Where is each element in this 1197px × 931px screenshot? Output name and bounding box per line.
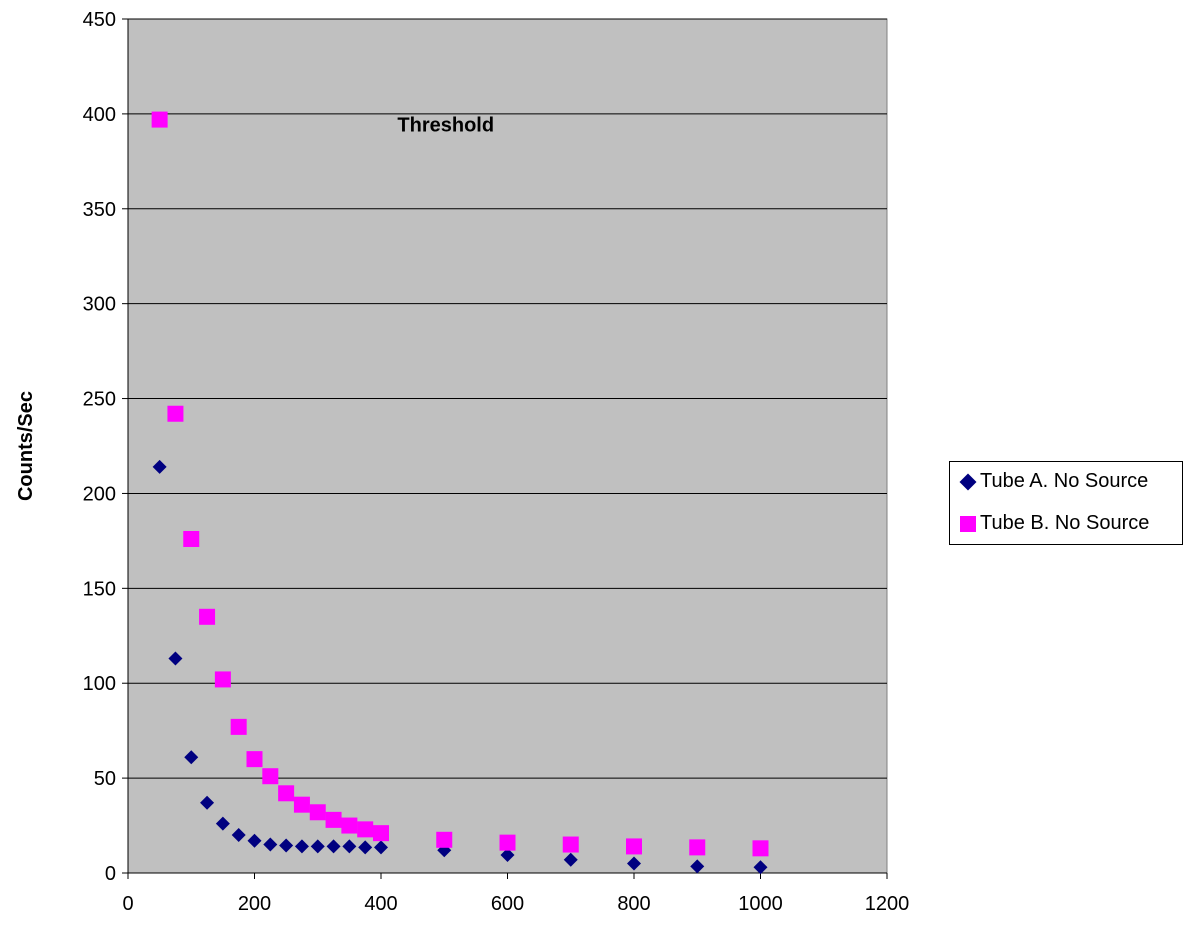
data-point-tube-a — [152, 459, 167, 474]
x-tick-label: 800 — [617, 893, 650, 915]
data-point-tube-a — [247, 833, 262, 848]
data-point-tube-a — [326, 839, 341, 854]
threshold-annotation: Threshold — [397, 115, 494, 137]
data-point-tube-b — [752, 840, 769, 857]
x-tick-label: 1000 — [738, 893, 783, 915]
data-point-tube-b — [278, 785, 295, 802]
y-tick-label: 250 — [83, 389, 116, 411]
legend-item-tube-b: Tube B. No Source — [960, 512, 1149, 535]
data-point-tube-a — [753, 860, 768, 875]
y-tick-label: 0 — [105, 863, 116, 885]
legend-label-tube-b: Tube B. No Source — [980, 512, 1150, 534]
data-points — [151, 111, 769, 875]
y-tick-label: 450 — [83, 9, 116, 31]
plot-area — [127, 18, 888, 874]
legend-label-tube-a: Tube A. No Source — [980, 470, 1149, 492]
tick-labels: 0 50 100 150 200 250 300 350 400 450 0 200 400 600 800… — [83, 9, 910, 915]
legend: Tube A. No Source Tube B. No Source — [949, 461, 1183, 545]
y-tick-label: 200 — [83, 483, 116, 505]
data-point-tube-a — [563, 852, 578, 867]
y-tick-label: 150 — [83, 578, 116, 600]
gridlines — [128, 18, 887, 779]
data-point-tube-a — [500, 847, 515, 862]
data-point-tube-a — [263, 837, 278, 852]
data-point-tube-b — [341, 817, 358, 834]
data-point-tube-b — [214, 671, 231, 688]
x-tick-label: 1200 — [865, 893, 910, 915]
data-point-tube-b — [199, 608, 216, 625]
data-point-tube-b — [230, 718, 247, 735]
legend-item-tube-a: Tube A. No Source — [959, 470, 1149, 493]
data-point-tube-b — [151, 111, 168, 128]
y-tick-label: 100 — [83, 673, 116, 695]
data-point-tube-b — [562, 836, 579, 853]
data-point-tube-b — [373, 825, 389, 842]
data-point-tube-a — [184, 750, 199, 765]
data-point-tube-a — [215, 816, 230, 831]
y-tick-label: 400 — [83, 104, 116, 126]
data-point-tube-b — [499, 834, 516, 851]
data-point-tube-b — [357, 821, 374, 838]
y-tick-label: 50 — [94, 768, 116, 790]
data-point-tube-a — [627, 856, 641, 871]
x-tick-label: 400 — [364, 893, 397, 915]
data-point-tube-a — [168, 651, 183, 666]
x-tick-label: 600 — [491, 893, 524, 915]
data-point-tube-a — [690, 859, 705, 874]
diamond-marker-icon — [959, 473, 977, 490]
data-point-tube-a — [310, 839, 325, 854]
y-tick-label: 350 — [83, 199, 116, 221]
data-point-tube-a — [374, 840, 388, 855]
x-tick-label: 200 — [238, 893, 271, 915]
y-tick-label: 300 — [83, 294, 116, 316]
data-point-tube-b — [262, 768, 279, 785]
data-point-tube-a — [358, 840, 373, 855]
data-point-tube-b — [689, 839, 706, 856]
data-point-tube-b — [246, 751, 263, 768]
data-point-tube-b — [626, 838, 642, 855]
data-point-tube-a — [294, 839, 309, 854]
data-point-tube-b — [436, 831, 453, 848]
data-point-tube-a — [200, 795, 215, 810]
data-point-tube-b — [325, 811, 342, 828]
square-marker-icon — [960, 515, 976, 532]
data-point-tube-a — [279, 838, 294, 853]
y-axis-title: Counts/Sec — [15, 391, 37, 501]
data-point-tube-b — [167, 405, 184, 422]
data-point-tube-b — [293, 796, 310, 813]
data-point-tube-a — [342, 839, 357, 854]
data-point-tube-a — [231, 828, 246, 843]
data-point-tube-b — [183, 530, 200, 547]
data-point-tube-b — [309, 804, 326, 821]
x-tick-label: 0 — [122, 893, 133, 915]
